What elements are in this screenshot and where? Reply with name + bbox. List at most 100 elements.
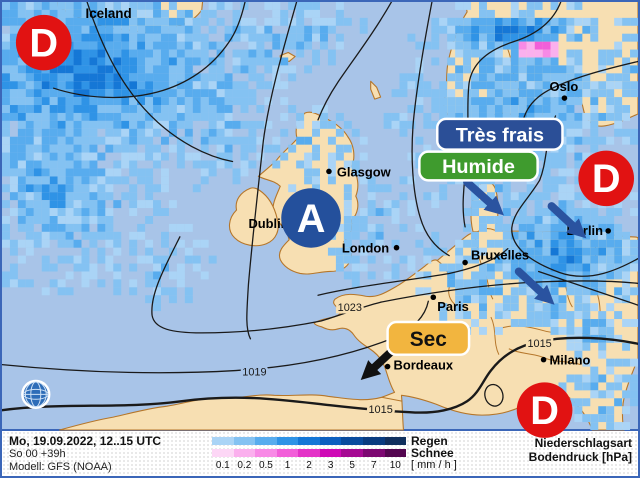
rain-cell [574,239,583,248]
rain-cell [375,231,384,240]
rain-cell [606,303,615,312]
rain-cell [542,215,551,224]
rain-cell [129,97,138,106]
rain-cell [25,2,34,10]
rain-cell [9,152,18,161]
pressure-letter: D [592,157,621,201]
rain-cell [145,89,154,98]
rain-cell [73,168,82,177]
rain-cell [590,144,599,153]
rain-cell [280,112,289,121]
rain-cell [89,97,98,106]
rain-cell [494,81,503,90]
rain-cell [598,49,607,58]
rain-cell [518,215,527,224]
rain-cell [81,184,90,193]
rain-cell [161,89,169,98]
rain-cell [17,120,26,129]
rain-cell [121,89,130,98]
rain-cell [176,81,185,90]
rain-cell [113,33,122,42]
rain-cell [248,136,257,145]
rain-cell [65,17,74,26]
rain-cell [81,112,90,121]
rain-cell [25,279,34,288]
rain-cell [455,25,464,34]
rain-cell [129,25,138,34]
rain-cell [17,97,26,106]
rain-cell [550,287,559,296]
rain-cell [17,168,26,177]
rain-cell [248,33,257,42]
rain-cell [630,263,638,272]
rain-cell [49,144,58,153]
rain-cell [510,215,519,224]
rain-cell [574,160,583,169]
rain-cell [272,2,281,10]
rain-cell [606,263,615,272]
rain-cell [590,255,599,264]
rain-cell [622,422,631,430]
rain-cell [479,65,487,74]
rain-cell [614,374,623,383]
rain-cell [471,192,479,201]
rain-cell [471,105,479,113]
rain-cell [510,287,519,296]
rain-cell [566,287,575,296]
rain-cell [518,231,527,240]
rain-cell [137,33,146,42]
rain-swatch [276,437,299,445]
rain-cell [463,41,472,50]
rain-cell [479,112,487,121]
rain-cell [256,120,265,129]
rain-cell [582,200,591,209]
city-label-milano: Milano [550,353,591,368]
rain-cell [486,25,495,34]
rain-cell [121,2,130,10]
rain-cell [550,152,559,161]
rain-cell [582,17,591,26]
rain-cell [89,263,98,272]
rain-cell [216,120,225,129]
rain-cell [113,200,122,209]
rain-cell [2,152,10,161]
rain-cell [590,279,599,288]
rain-cell [574,263,583,272]
rain-cell [33,120,42,129]
rain-cell [33,9,42,18]
rain-cell [367,231,376,240]
rain-cell [25,152,34,161]
rain-cell [105,184,114,193]
rain-cell [168,223,177,232]
annotation-text-tres-frais: Très frais [456,124,544,146]
rain-cell [41,9,50,18]
rain-cell [550,160,559,169]
rain-cell [200,9,209,18]
pressure-badge-d-1: D [15,14,72,71]
snow-swatch [276,449,299,457]
rain-cell [113,97,122,106]
rain-cell [566,128,575,137]
rain-cell [399,223,408,232]
rain-cell [216,73,225,82]
rain-cell [33,239,42,248]
rain-cell [320,105,328,113]
rain-cell [622,255,631,264]
rain-cell [526,33,535,42]
rain-cell [81,144,90,153]
rain-cell [598,231,607,240]
rain-cell [431,97,440,106]
rain-cell [566,311,575,320]
rain-cell [463,2,472,10]
rain-cell [9,65,18,74]
rain-cell [574,374,583,383]
rain-cell [359,208,368,216]
rain-cell [598,239,607,248]
rain-cell [566,65,575,74]
rain-cell [57,144,66,153]
rain-cell [240,136,249,145]
rain-cell [471,239,479,248]
rain-cell [113,2,122,10]
rain-cell [582,311,591,320]
isobar-label-1015: 1015 [368,404,392,416]
